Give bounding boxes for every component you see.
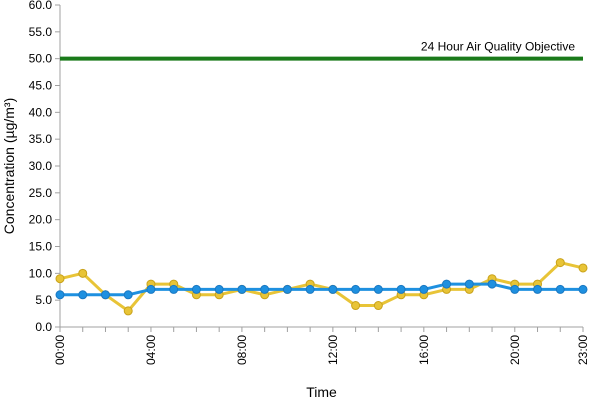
data-point: [55, 290, 65, 300]
y-tick-label: 30.0: [29, 159, 53, 173]
series-layer: [55, 258, 588, 316]
y-tick-label: 25.0: [29, 186, 53, 200]
data-point: [373, 301, 383, 311]
data-point: [578, 263, 588, 273]
data-point: [578, 284, 588, 294]
data-point: [419, 284, 429, 294]
x-tick-label: 08:00: [235, 335, 249, 365]
data-point: [100, 290, 110, 300]
data-point: [328, 284, 338, 294]
data-point: [555, 258, 565, 268]
y-tick-label: 5.0: [35, 293, 52, 307]
data-point: [78, 268, 88, 278]
objective-label: 24 Hour Air Quality Objective: [421, 40, 575, 54]
data-point: [191, 284, 201, 294]
data-point: [464, 279, 474, 289]
data-point: [78, 290, 88, 300]
data-point: [260, 284, 270, 294]
x-tick-label: 20:00: [508, 335, 522, 365]
data-point: [214, 284, 224, 294]
x-tick-label: 04:00: [144, 335, 158, 365]
y-tick-label: 0.0: [35, 320, 52, 334]
y-tick-label: 55.0: [29, 25, 53, 39]
data-point: [396, 284, 406, 294]
x-tick-label: 23:00: [576, 335, 590, 365]
y-axis-ticks: 0.0 5.0 10.0 15.0 20.0 25.0 30.0 35.0 40.0 45.0 50…: [29, 0, 60, 334]
data-point: [442, 279, 452, 289]
x-tick-label: 16:00: [417, 335, 431, 365]
series-2: [55, 279, 588, 300]
y-tick-label: 15.0: [29, 240, 53, 254]
y-tick-label: 35.0: [29, 132, 53, 146]
data-point: [555, 284, 565, 294]
x-axis-title: Time: [306, 384, 337, 400]
data-point: [55, 274, 65, 284]
data-point: [237, 284, 247, 294]
data-point: [146, 284, 156, 294]
y-tick-label: 50.0: [29, 52, 53, 66]
data-point: [487, 279, 497, 289]
data-point: [351, 284, 361, 294]
x-tick-label: 00:00: [53, 335, 67, 365]
x-tick-label: 12:00: [326, 335, 340, 365]
data-point: [533, 284, 543, 294]
data-point: [305, 284, 315, 294]
y-tick-label: 40.0: [29, 105, 53, 119]
data-point: [123, 306, 133, 316]
x-axis-ticks: 00:00 04:00 08:00 12:00 16:00 20:00 23:00: [53, 327, 590, 365]
data-point: [510, 284, 520, 294]
data-point: [123, 290, 133, 300]
y-tick-label: 60.0: [29, 0, 53, 12]
y-axis-title: Concentration (µg/m³): [1, 98, 17, 234]
y-tick-label: 20.0: [29, 213, 53, 227]
data-point: [282, 284, 292, 294]
data-point: [169, 284, 179, 294]
y-tick-label: 45.0: [29, 79, 53, 93]
y-tick-label: 10.0: [29, 266, 53, 280]
data-point: [351, 301, 361, 311]
data-point: [373, 284, 383, 294]
